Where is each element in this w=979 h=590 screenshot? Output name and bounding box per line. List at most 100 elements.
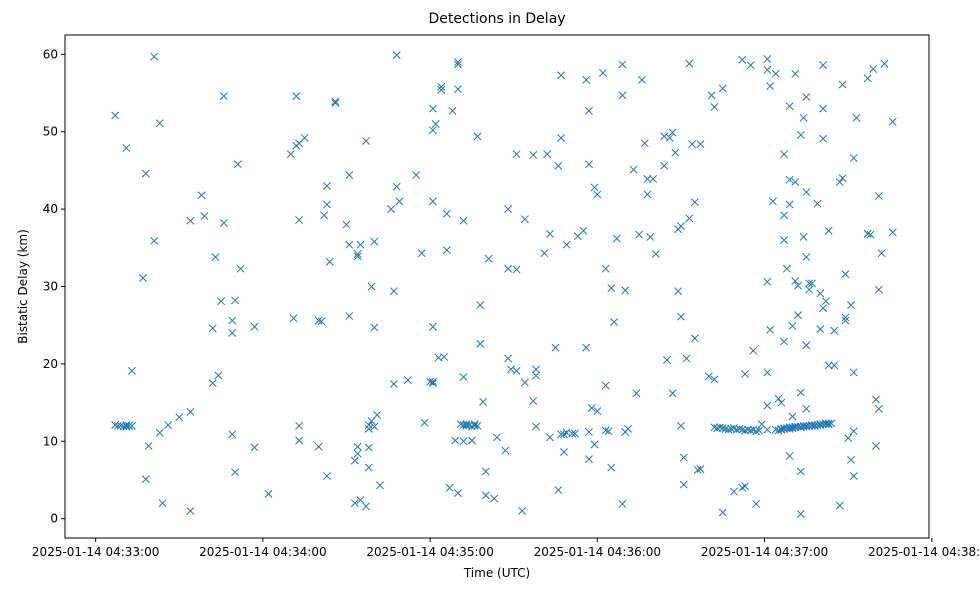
data-point [660, 132, 669, 141]
data-point [214, 371, 223, 380]
data-point [888, 228, 897, 237]
data-point [451, 436, 460, 445]
data-point [735, 424, 744, 433]
x-axis-label: Time (UTC) [463, 566, 530, 580]
data-point [782, 264, 791, 273]
data-point [635, 230, 644, 239]
data-point [228, 316, 237, 325]
y-tick-label: 20 [43, 357, 58, 371]
data-point [370, 422, 379, 431]
data-point [186, 506, 195, 515]
data-point [481, 491, 490, 500]
data-point [593, 190, 602, 199]
data-point [454, 85, 462, 94]
data-point [807, 421, 816, 429]
data-point [155, 119, 164, 128]
data-point [571, 429, 579, 438]
data-point [732, 425, 741, 434]
data-point [353, 442, 362, 451]
data-point [743, 425, 752, 434]
chart-title: Detections in Delay [428, 11, 565, 27]
data-point [476, 339, 485, 348]
data-point [741, 426, 750, 435]
data-point [141, 475, 150, 484]
data-point [389, 287, 398, 296]
data-point [518, 506, 527, 515]
data-point [807, 279, 816, 288]
data-point [367, 282, 376, 291]
data-point [512, 150, 521, 159]
data-point [375, 481, 384, 490]
data-point [504, 205, 513, 214]
data-point [387, 205, 396, 214]
data-point [679, 453, 688, 462]
data-point [791, 178, 800, 186]
data-point [629, 165, 638, 174]
data-point [345, 171, 354, 180]
data-point [353, 252, 362, 261]
data-point [718, 84, 727, 93]
data-point [111, 111, 120, 120]
data-point [796, 130, 805, 139]
data-point [557, 430, 566, 439]
data-point [585, 106, 593, 115]
data-point [428, 322, 437, 331]
data-point [127, 421, 136, 430]
data-point [888, 117, 897, 126]
data-point [144, 441, 153, 450]
data-point [428, 126, 437, 135]
data-point [158, 499, 167, 508]
data-point [813, 199, 822, 208]
data-point [164, 421, 173, 429]
data-point [752, 427, 761, 436]
data-point [490, 494, 499, 503]
data-point [551, 343, 560, 352]
data-point [693, 465, 702, 474]
data-point [431, 120, 440, 128]
data-point [314, 316, 323, 325]
data-point [540, 249, 549, 258]
data-point [847, 301, 855, 310]
data-point [579, 226, 588, 235]
data-point [872, 395, 880, 404]
data-point [370, 323, 379, 332]
data-point [364, 463, 373, 472]
data-point [473, 132, 482, 141]
data-point [866, 230, 875, 239]
data-point [585, 428, 593, 436]
data-point [612, 234, 621, 243]
data-point [780, 211, 789, 220]
data-point [582, 343, 591, 352]
data-point [364, 424, 373, 433]
data-point [554, 161, 563, 170]
data-point [788, 412, 797, 421]
data-point [353, 449, 362, 458]
data-point [554, 486, 563, 494]
data-point [777, 398, 786, 407]
data-point [874, 404, 883, 413]
data-point [481, 467, 490, 476]
data-point [484, 254, 493, 263]
data-point [342, 220, 351, 229]
data-point [211, 253, 220, 262]
data-point [546, 229, 554, 238]
y-tick-label: 60 [43, 47, 58, 61]
data-point [582, 75, 591, 84]
data-point [780, 337, 789, 346]
data-point [649, 174, 658, 183]
data-point [219, 92, 228, 101]
data-point [454, 60, 462, 69]
data-point [428, 104, 437, 113]
data-point [768, 197, 777, 206]
data-point [250, 443, 259, 452]
data-point [233, 160, 242, 169]
data-point [805, 285, 814, 294]
y-tick-label: 0 [50, 512, 58, 526]
data-point [780, 150, 789, 159]
data-point [295, 215, 304, 224]
data-point [710, 423, 719, 432]
data-point [835, 501, 844, 510]
data-point [738, 425, 747, 434]
data-point [696, 465, 705, 474]
data-point [356, 240, 365, 249]
